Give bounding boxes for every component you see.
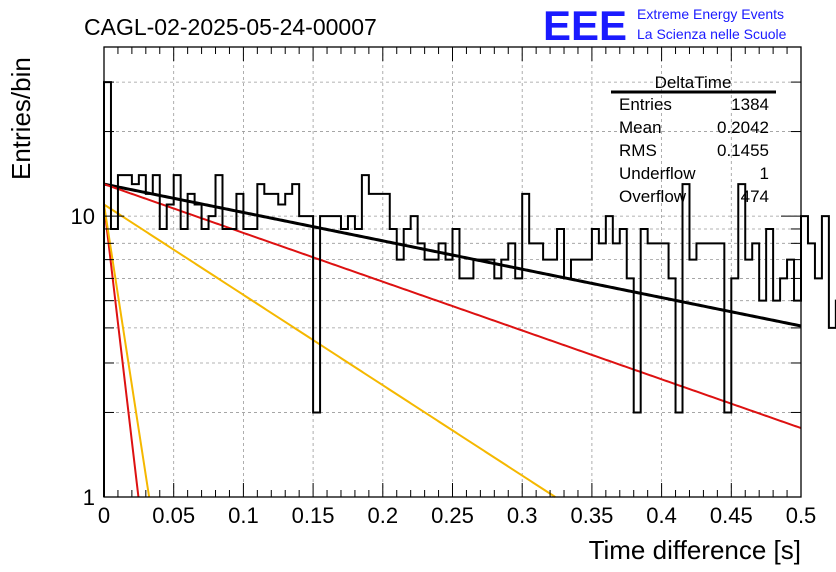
logo-line-2: La Scienza nelle Scuole (637, 26, 787, 42)
x-tick-label: 0.3 (507, 503, 538, 528)
x-tick-label: 0.25 (431, 503, 474, 528)
stats-row-value: 1384 (731, 95, 769, 114)
x-tick-label: 0.15 (292, 503, 335, 528)
fit-curves (103, 182, 802, 498)
x-tick-label: 0.45 (710, 503, 753, 528)
stats-row-label: RMS (619, 141, 657, 160)
stats-box: DeltaTime Entries 1384 Mean 0.2042 RMS 0.1455… (611, 73, 776, 206)
histogram-series (103, 81, 836, 497)
y-tick-label: 1 (83, 485, 95, 510)
x-tick-label: 0.35 (570, 503, 613, 528)
histogram-steps (103, 81, 836, 497)
plot-frame (103, 46, 802, 498)
logo-line-1: Extreme Energy Events (637, 6, 784, 22)
fit-curve-4 (103, 204, 140, 498)
y-axis-title: Entries/bin (6, 57, 36, 180)
stats-row-label: Overflow (619, 187, 687, 206)
x-tick-label: 0.2 (368, 503, 399, 528)
x-tick-label: 0.1 (228, 503, 259, 528)
stats-row-label: Mean (619, 118, 662, 137)
x-tick-label: 0.05 (152, 503, 195, 528)
fit-curve-5 (103, 204, 151, 498)
stats-title: DeltaTime (655, 73, 732, 92)
x-axis-title: Time difference [s] (589, 535, 801, 565)
stats-row-label: Entries (619, 95, 672, 114)
y-tick-label: 10 (71, 204, 95, 229)
fit-curve-2 (103, 183, 802, 430)
eee-logo: EEE (543, 2, 627, 49)
axis-ticks: 0 0.05 0.1 0.15 0.2 0.25 0.3 0.35 0.4 0.45 0.5 1 10 (71, 46, 817, 528)
stats-row-value: 0.1455 (717, 141, 769, 160)
x-tick-label: 0 (98, 503, 110, 528)
stats-row-value: 474 (741, 187, 769, 206)
x-tick-label: 0.4 (646, 503, 677, 528)
run-title: CAGL-02-2025-05-24-00007 (84, 14, 377, 40)
fit-curve-3 (103, 203, 556, 498)
stats-row-value: 1 (760, 164, 769, 183)
stats-row-label: Underflow (619, 164, 696, 183)
stats-row-value: 0.2042 (717, 118, 769, 137)
x-tick-label: 0.5 (786, 503, 817, 528)
